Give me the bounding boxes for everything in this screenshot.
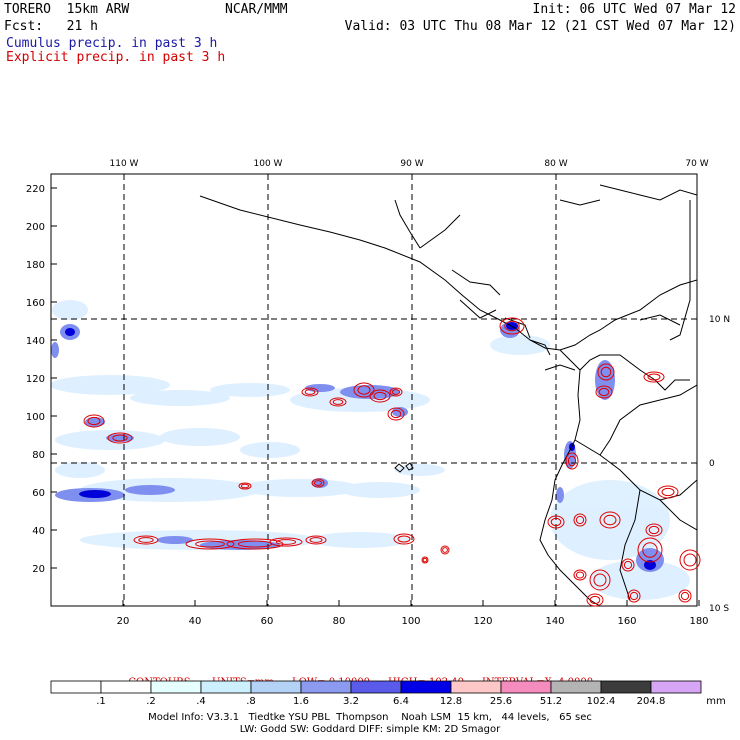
y-tick-label: 80 — [32, 450, 45, 461]
y-tick-label: 120 — [26, 374, 45, 385]
longitude-label: 110 W — [110, 159, 139, 169]
colorbar-swatch — [650, 680, 702, 694]
model-info-line2: LW: Godd SW: Goddard DIFF: simple KM: 2D… — [239, 724, 501, 735]
colorbar-swatch — [250, 680, 302, 694]
colorbar-swatch — [50, 680, 102, 694]
colorbar-swatch — [500, 680, 552, 694]
legend-explicit: Explicit precip. in past 3 h — [6, 50, 226, 65]
model-info-line1: Model Info: V3.3.1 Tiedtke YSU PBL Thomp… — [148, 712, 592, 723]
colorbar-label: .4 — [196, 696, 206, 707]
latitude-label: 10 S — [709, 604, 729, 614]
x-tick-label: 140 — [545, 616, 564, 627]
colorbar-swatch — [600, 680, 652, 694]
y-tick-label: 60 — [32, 488, 45, 499]
colorbar-swatch — [450, 680, 502, 694]
y-tick-label: 160 — [26, 298, 45, 309]
latitude-label: 0 — [709, 459, 715, 469]
graticule — [51, 174, 697, 606]
colorbar-unit: mm — [706, 696, 726, 707]
colorbar-label: 1.6 — [293, 696, 309, 707]
y-tick-label: 220 — [26, 184, 45, 195]
organization: NCAR/MMM — [225, 2, 288, 17]
colorbar-label: 6.4 — [393, 696, 409, 707]
colorbar-label: .8 — [246, 696, 256, 707]
coastlines — [199, 184, 697, 606]
y-tick-label: 140 — [26, 336, 45, 347]
forecast-hour: Fcst: 21 h — [4, 19, 98, 34]
longitude-label: 90 W — [400, 159, 423, 169]
colorbar-swatch — [400, 680, 452, 694]
x-tick-label: 180 — [689, 616, 708, 627]
colorbar-label: .1 — [96, 696, 106, 707]
colorbar-swatch — [200, 680, 252, 694]
longitude-label: 100 W — [254, 159, 283, 169]
x-tick-label: 100 — [401, 616, 420, 627]
colorbar-swatch — [300, 680, 352, 694]
x-tick-label: 80 — [333, 616, 346, 627]
longitude-label: 80 W — [544, 159, 567, 169]
plot-frame — [50, 173, 698, 607]
model-name: TORERO 15km ARW — [4, 2, 130, 17]
colorbar-swatch — [150, 680, 202, 694]
valid-time: Valid: 03 UTC Thu 08 Mar 12 (21 CST Wed … — [344, 19, 736, 34]
colorbar-label: .2 — [146, 696, 156, 707]
longitude-label: 70 W — [685, 159, 708, 169]
latitude-label: 10 N — [709, 315, 730, 325]
colorbar-label: 51.2 — [539, 696, 563, 707]
colorbar-label: 102.4 — [586, 696, 616, 707]
legend-cumulus: Cumulus precip. in past 3 h — [6, 36, 218, 51]
colorbar-swatch — [100, 680, 152, 694]
x-tick-label: 60 — [261, 616, 274, 627]
y-tick-label: 180 — [26, 260, 45, 271]
x-tick-label: 120 — [473, 616, 492, 627]
colorbar-swatch — [350, 680, 402, 694]
y-tick-label: 40 — [32, 526, 45, 537]
explicit-precip-contours — [83, 317, 701, 607]
y-tick-label: 100 — [26, 412, 45, 423]
y-tick-label: 20 — [32, 564, 45, 575]
colorbar-label: 204.8 — [636, 696, 666, 707]
init-time: Init: 06 UTC Wed 07 Mar 12 — [532, 2, 737, 17]
colorbar-label: 12.8 — [439, 696, 463, 707]
y-tick-label: 200 — [26, 222, 45, 233]
colorbar-label: 25.6 — [489, 696, 513, 707]
colorbar-label: 3.2 — [343, 696, 359, 707]
colorbar — [50, 680, 702, 694]
x-tick-label: 40 — [189, 616, 202, 627]
x-tick-label: 160 — [617, 616, 636, 627]
colorbar-swatch — [550, 680, 602, 694]
x-tick-label: 20 — [117, 616, 130, 627]
cumulus-precip-light — [51, 300, 690, 600]
